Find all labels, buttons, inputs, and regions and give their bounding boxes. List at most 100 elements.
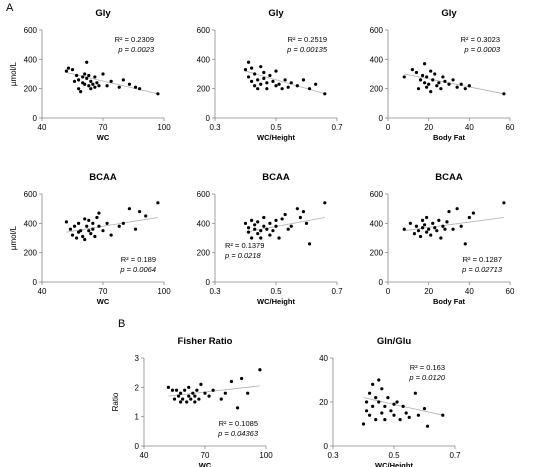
- chart-title: BCAA: [262, 172, 290, 183]
- data-point: [256, 232, 260, 236]
- data-point: [402, 227, 406, 231]
- p-value-label: p = 0.0120: [408, 373, 445, 382]
- y-tick-label: 200: [24, 85, 38, 94]
- x-tick-label: 70: [99, 123, 108, 132]
- data-point: [101, 72, 105, 76]
- y-tick-label: 600: [197, 190, 211, 199]
- data-point: [471, 211, 475, 215]
- data-point: [502, 92, 506, 96]
- data-point: [95, 215, 99, 220]
- r-squared-label: R² = 0.2309: [115, 35, 154, 44]
- data-point: [383, 418, 387, 422]
- data-point: [121, 221, 125, 225]
- chart-title: Fisher Ratio: [178, 336, 233, 347]
- data-point: [286, 85, 290, 89]
- x-tick-label: 100: [157, 123, 171, 132]
- data-point: [422, 407, 427, 411]
- data-point: [262, 76, 266, 80]
- data-point: [250, 66, 254, 70]
- data-point: [301, 78, 306, 82]
- y-tick-label: 1: [135, 413, 140, 422]
- data-point: [383, 404, 387, 408]
- data-point: [89, 232, 93, 236]
- data-point: [280, 87, 284, 91]
- scatter-panel-5: BCAA 0 200 400 600 0.3 0.5 0.7 WC/Height R² = 0.1…: [197, 172, 343, 306]
- data-point: [374, 396, 378, 400]
- trend-line: [404, 217, 504, 232]
- data-point: [427, 227, 431, 231]
- data-point: [423, 62, 427, 66]
- data-point: [433, 226, 437, 230]
- data-point: [87, 73, 91, 78]
- data-point: [307, 242, 312, 246]
- data-point: [85, 60, 89, 64]
- y-tick-label: 0: [379, 114, 384, 123]
- data-point: [408, 221, 412, 225]
- data-point: [64, 69, 68, 73]
- data-point: [380, 411, 384, 415]
- y-tick-label: 0: [33, 278, 38, 287]
- y-tick-label: 40: [319, 354, 328, 363]
- data-point: [451, 78, 455, 82]
- data-point: [429, 233, 433, 237]
- data-point: [463, 242, 467, 246]
- data-point: [295, 207, 299, 211]
- x-tick-label: 0.3: [327, 451, 339, 460]
- data-point: [447, 210, 451, 214]
- data-point: [93, 75, 97, 79]
- data-point: [423, 223, 427, 227]
- y-tick-label: 20: [319, 398, 328, 407]
- y-tick-label: 0: [135, 442, 140, 451]
- r-squared-label: R² = 0.1287: [463, 255, 502, 264]
- p-value-label: p = 0.04363: [217, 429, 259, 438]
- data-point: [447, 82, 451, 86]
- data-point: [72, 79, 77, 83]
- data-point: [203, 391, 207, 395]
- scatter-panel-3: Gly 0 200 400 600 0 20 40 60 Body Fat R² = 0.3023p…: [370, 8, 515, 142]
- x-tick-label: 100: [259, 451, 273, 460]
- data-point: [74, 236, 79, 240]
- r-squared-label: R² = 0.1085: [219, 419, 258, 428]
- data-point: [253, 84, 257, 88]
- y-tick-label: 0: [206, 114, 211, 123]
- data-point: [425, 75, 429, 79]
- data-point: [95, 81, 99, 85]
- data-point: [79, 229, 83, 233]
- data-point: [445, 220, 449, 224]
- y-tick-label: 400: [24, 55, 38, 64]
- data-point: [256, 220, 260, 224]
- data-point: [412, 232, 417, 236]
- data-point: [97, 211, 101, 215]
- data-point: [301, 210, 306, 214]
- x-tick-label: 70: [201, 451, 210, 460]
- data-point: [410, 68, 414, 72]
- data-point: [256, 78, 260, 82]
- data-point: [431, 78, 435, 82]
- data-point: [295, 84, 299, 88]
- y-tick-label: 200: [24, 249, 38, 258]
- data-point: [437, 81, 441, 85]
- data-point: [451, 227, 455, 231]
- data-point: [271, 79, 275, 83]
- data-point: [181, 397, 185, 401]
- data-point: [262, 224, 266, 228]
- data-point: [368, 391, 372, 395]
- chart-title: Gly: [441, 8, 457, 19]
- scatter-panel-7: Fisher Ratio 0 1 2 3 40 70 100 WC Ratio R² = 0.108…: [111, 336, 273, 467]
- data-point: [219, 397, 223, 401]
- y-tick-label: 200: [370, 249, 384, 258]
- y-tick-label: 400: [197, 55, 211, 64]
- data-point: [268, 221, 272, 225]
- data-point: [277, 82, 281, 86]
- y-tick-label: 600: [197, 26, 211, 35]
- x-tick-label: 60: [506, 287, 515, 296]
- data-point: [371, 382, 375, 386]
- data-point: [109, 233, 113, 237]
- data-point: [265, 227, 269, 231]
- r-squared-label: R² = 0.163: [410, 363, 445, 372]
- data-point: [253, 72, 257, 76]
- data-point: [443, 227, 447, 231]
- x-tick-label: 0: [386, 287, 391, 296]
- data-point: [268, 73, 272, 78]
